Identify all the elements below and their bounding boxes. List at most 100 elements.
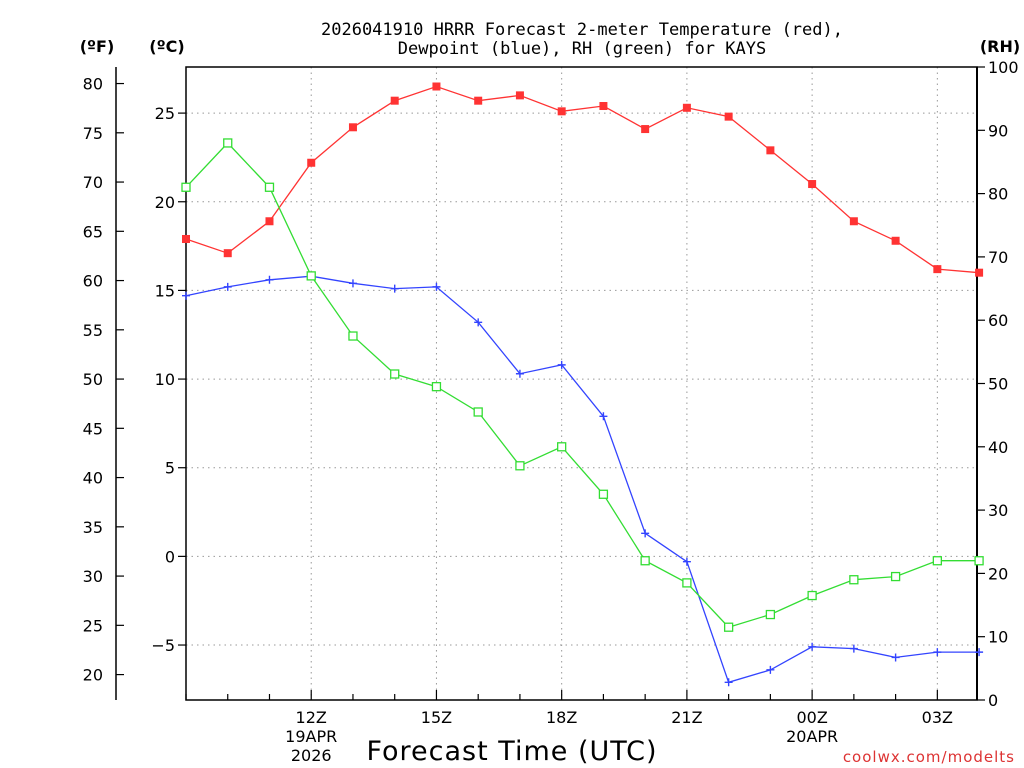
temperature-point-12 <box>307 158 316 167</box>
temperature-point-26 <box>891 236 900 245</box>
rh-point-20 <box>640 556 650 566</box>
rh-point-27 <box>932 556 942 566</box>
temperature-point-18 <box>557 107 566 116</box>
rh-point-16 <box>473 407 483 417</box>
temperature-point-20 <box>641 125 650 134</box>
temperature-point-25 <box>849 217 858 226</box>
fahrenheit-tick-label-45: 45 <box>83 419 103 438</box>
dewpoint-point-22 <box>724 678 733 687</box>
rh-point-25 <box>849 575 859 585</box>
dewpoint-point-21 <box>682 557 691 566</box>
dewpoint-point-11 <box>265 275 274 284</box>
temperature-point-27 <box>933 265 942 274</box>
dewpoint-point-20 <box>641 529 650 538</box>
fahrenheit-tick-label-75: 75 <box>83 124 103 143</box>
x-tick-label-12Z: 12Z <box>296 708 327 727</box>
temperature-point-24 <box>808 180 817 189</box>
celsius-tick-label-15: 15 <box>155 281 175 300</box>
x-tick-label-15Z: 15Z <box>421 708 452 727</box>
celsius-tick-label-5: 5 <box>165 459 175 478</box>
temperature-point-22 <box>724 112 733 121</box>
x-date-label-19APR: 19APR <box>285 727 337 746</box>
x-tick-label-00Z: 00Z <box>796 708 827 727</box>
rh-tick-label-10: 10 <box>988 628 1008 647</box>
fahrenheit-tick-label-65: 65 <box>83 222 103 241</box>
rh-tick-label-40: 40 <box>988 438 1008 457</box>
fahrenheit-tick-label-40: 40 <box>83 469 103 488</box>
rh-tick-label-50: 50 <box>988 375 1008 394</box>
temperature-point-17 <box>515 91 524 100</box>
fahrenheit-tick-label-70: 70 <box>83 173 103 192</box>
celsius-axis-label: (ºC) <box>149 37 184 56</box>
plot-frame <box>185 66 978 701</box>
dewpoint-point-9 <box>182 291 190 300</box>
dewpoint-line <box>185 275 980 684</box>
rh-point-21 <box>682 578 692 588</box>
rh-axis-label: (RH) <box>980 37 1020 56</box>
watermark: coolwx.com/modelts <box>843 748 1015 766</box>
temperature-point-14 <box>390 96 399 105</box>
data-series <box>181 82 984 687</box>
temperature-line <box>185 85 980 274</box>
temperature-point-15 <box>432 82 441 91</box>
rh-point-24 <box>807 590 817 601</box>
dewpoint-point-10 <box>223 282 232 291</box>
temperature-point-9 <box>182 234 190 243</box>
rh-point-11 <box>264 182 275 192</box>
x-date-label-20APR: 20APR <box>786 727 838 746</box>
fahrenheit-tick-label-50: 50 <box>83 370 103 389</box>
rh-point-17 <box>515 461 525 471</box>
fahrenheit-tick-label-55: 55 <box>83 321 103 340</box>
chart-title-line2: Dewpoint (blue), RH (green) for KAYS <box>398 39 766 59</box>
rh-tick-label-60: 60 <box>988 311 1008 330</box>
fahrenheit-tick-label-60: 60 <box>83 272 103 291</box>
dewpoint-point-13 <box>348 279 357 288</box>
rh-point-28 <box>974 556 984 566</box>
x-year-label-2026: 2026 <box>291 746 332 765</box>
fahrenheit-tick-label-35: 35 <box>83 518 103 537</box>
x-axis-label: Forecast Time (UTC) <box>366 736 657 767</box>
fahrenheit-tick-label-80: 80 <box>83 75 103 94</box>
rh-point-14 <box>390 369 400 379</box>
fahrenheit-axis-label: (ºF) <box>80 37 115 56</box>
grid-lines <box>186 67 977 700</box>
axes: 2520151050−58075706560555045403530252010… <box>83 58 1019 765</box>
dewpoint-point-26 <box>891 653 900 662</box>
rh-point-9 <box>181 182 191 192</box>
dewpoint-point-14 <box>390 284 399 293</box>
temperature-point-23 <box>766 146 775 155</box>
rh-tick-label-80: 80 <box>988 185 1008 204</box>
celsius-tick-label-20: 20 <box>155 193 175 212</box>
fahrenheit-tick-label-20: 20 <box>83 666 103 685</box>
dewpoint-point-19 <box>599 412 608 421</box>
celsius-tick-label--5: −5 <box>151 636 175 655</box>
dewpoint-point-18 <box>557 360 566 369</box>
celsius-tick-label-10: 10 <box>155 370 175 389</box>
rh-tick-label-20: 20 <box>988 564 1008 583</box>
temperature-point-28 <box>975 268 984 277</box>
rh-point-18 <box>557 442 567 452</box>
chart-title-line1: 2026041910 HRRR Forecast 2-meter Tempera… <box>321 20 843 40</box>
celsius-tick-label-25: 25 <box>155 104 175 123</box>
temperature-point-21 <box>682 103 691 112</box>
temperature-point-11 <box>265 217 274 226</box>
temperature-point-19 <box>599 102 608 111</box>
fahrenheit-tick-label-30: 30 <box>83 567 103 586</box>
rh-point-10 <box>223 138 233 148</box>
rh-point-23 <box>765 609 776 620</box>
rh-tick-label-90: 90 <box>988 121 1008 140</box>
x-tick-label-03Z: 03Z <box>922 708 953 727</box>
x-tick-label-18Z: 18Z <box>546 708 577 727</box>
rh-tick-label-70: 70 <box>988 248 1008 267</box>
rh-tick-label-100: 100 <box>988 58 1019 77</box>
dewpoint-point-15 <box>432 282 441 291</box>
rh-point-15 <box>431 382 442 392</box>
dewpoint-point-28 <box>975 648 984 657</box>
rh-point-13 <box>348 331 358 341</box>
temperature-point-13 <box>348 123 357 132</box>
rh-tick-label-0: 0 <box>988 691 998 710</box>
dewpoint-point-27 <box>933 648 942 657</box>
x-tick-label-21Z: 21Z <box>671 708 702 727</box>
rh-point-26 <box>890 571 901 582</box>
